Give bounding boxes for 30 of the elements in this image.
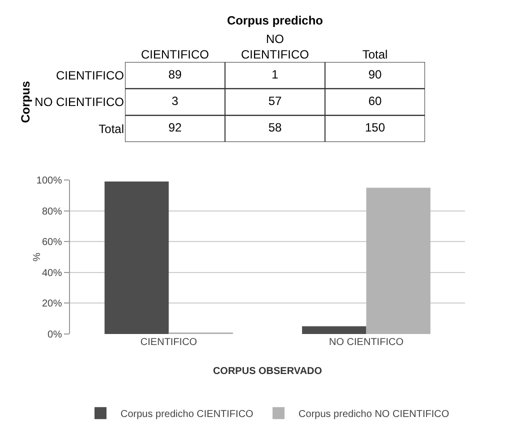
- data-label: 58: [268, 120, 282, 135]
- y-tick-label: 100%: [36, 176, 62, 186]
- y-tick-label: 80%: [42, 206, 62, 218]
- legend-label: Corpus predicho NO CIENTIFICO: [298, 409, 450, 420]
- data-label: 57: [268, 94, 282, 108]
- x-axis-title: CORPUS OBSERVADO: [212, 366, 322, 377]
- data-label: 89: [168, 67, 182, 82]
- y-tick-label: Total: [98, 122, 124, 136]
- y-tick-label: NO CIENTIFICO: [34, 95, 124, 110]
- bar: [302, 326, 366, 334]
- data-label: 1: [272, 67, 279, 82]
- data-label: 60: [368, 94, 382, 108]
- y-axis-title: %: [32, 252, 43, 262]
- y-axis-title: Corpus: [18, 80, 33, 123]
- data-label: 3: [172, 94, 179, 108]
- data-label: 92: [168, 120, 182, 135]
- data-label: 90: [368, 67, 382, 82]
- legend-label: Corpus predicho CIENTIFICO: [120, 409, 254, 420]
- y-tick-label: 60%: [42, 237, 62, 248]
- x-axis-title: Corpus predicho: [226, 13, 324, 28]
- y-tick-label: 0%: [48, 330, 62, 340]
- x-tick-label: NO CIENTIFICO: [241, 32, 309, 62]
- x-tick-label: CIENTIFICO: [141, 48, 209, 62]
- y-tick-label: CIENTIFICO: [56, 68, 124, 83]
- y-tick-label: 40%: [42, 268, 62, 279]
- data-label: 150: [364, 120, 386, 135]
- bar: [366, 188, 430, 334]
- x-tick-label: Total: [362, 48, 388, 62]
- y-tick-label: 20%: [42, 298, 62, 310]
- bar: [104, 182, 169, 334]
